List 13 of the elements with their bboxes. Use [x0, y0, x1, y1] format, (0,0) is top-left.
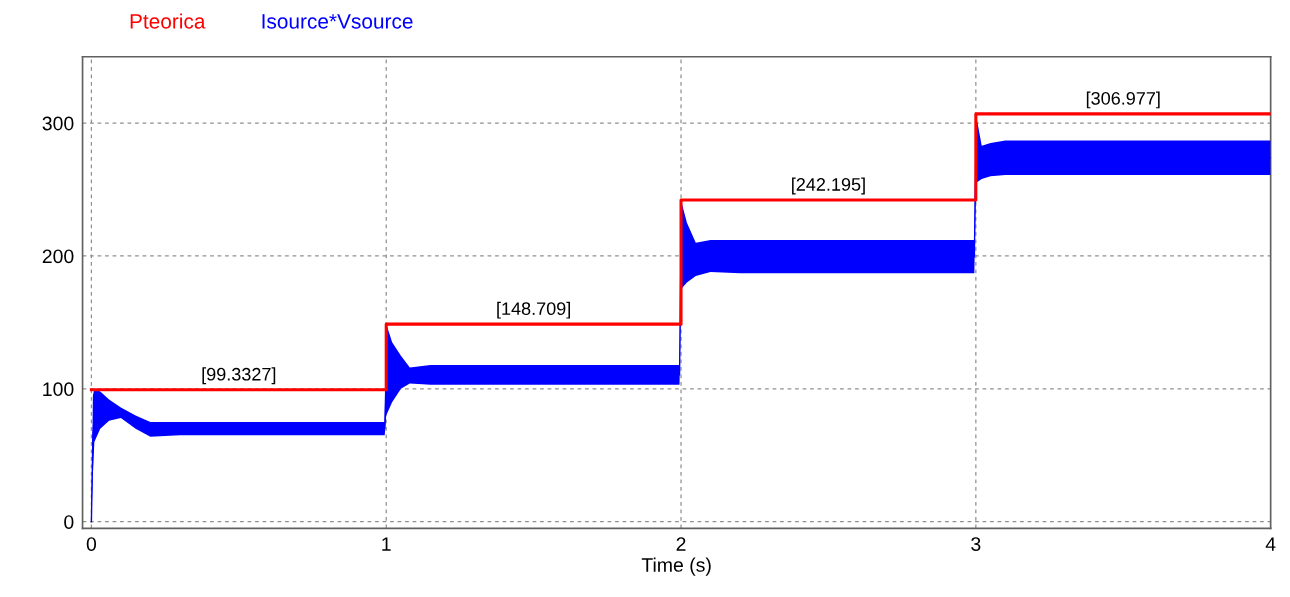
x-tick-label: 2 [676, 537, 686, 551]
y-tick-label: 0 [64, 515, 74, 529]
x-axis-title: Time (s) [641, 557, 711, 576]
annotation: [306.977] [1086, 91, 1160, 109]
x-tick-label: 3 [971, 537, 981, 551]
text: Pteorica [130, 13, 206, 29]
y-tick-label: 300 [42, 116, 74, 131]
text: Isource*Vsource [262, 14, 413, 29]
y-tick-label: 200 [42, 249, 74, 264]
x-tick-label: 1 [382, 537, 391, 551]
x-tick-label: 0 [86, 537, 97, 551]
y-tick-label: 100 [43, 382, 74, 397]
x-tick-label: 4 [1265, 537, 1276, 551]
